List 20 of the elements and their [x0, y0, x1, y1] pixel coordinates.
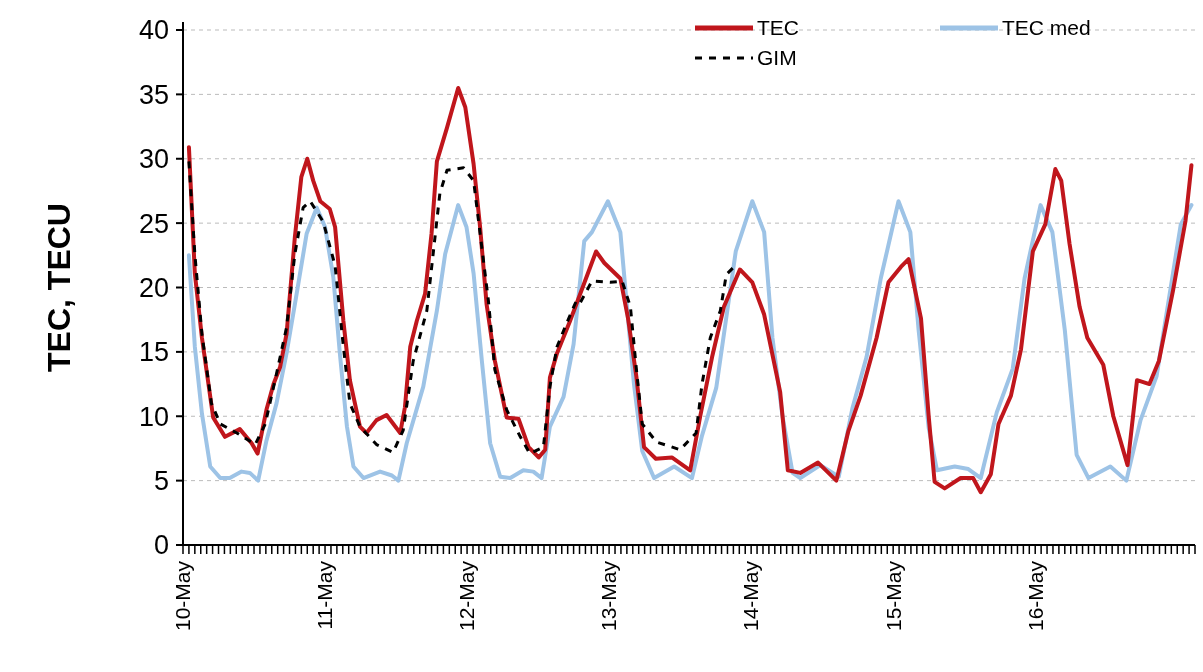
x-tick-label: 14-May: [739, 560, 763, 632]
y-tick-label: 40: [138, 15, 169, 46]
y-tick-label: 5: [153, 466, 169, 497]
x-tick-label: 13-May: [597, 560, 621, 632]
legend-label: TEC med: [1002, 16, 1091, 40]
x-tick-label: 15-May: [881, 560, 905, 632]
x-tick-label: 10-May: [171, 560, 195, 632]
legend-label: GIM: [757, 46, 797, 70]
y-tick-label: 15: [138, 337, 169, 368]
x-tick-label: 12-May: [455, 560, 479, 632]
y-tick-label: 30: [138, 144, 169, 175]
y-tick-label: 25: [138, 208, 169, 239]
legend-label: TEC: [757, 16, 799, 40]
y-tick-label: 0: [153, 530, 169, 561]
y-tick-label: 10: [138, 401, 169, 432]
x-tick-label: 16-May: [1023, 560, 1047, 632]
x-tick-label: 11-May: [313, 560, 337, 630]
y-tick-label: 20: [138, 272, 169, 303]
y-axis-title: TEC, TECU: [41, 203, 77, 372]
y-tick-label: 35: [138, 79, 169, 110]
